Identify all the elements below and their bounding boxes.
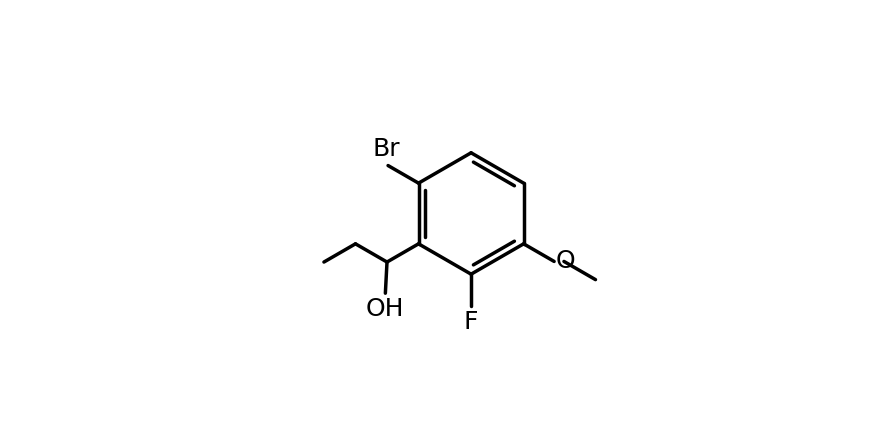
Text: OH: OH (366, 297, 405, 321)
Text: Br: Br (372, 137, 400, 161)
Text: O: O (556, 250, 575, 273)
Text: F: F (464, 310, 478, 334)
